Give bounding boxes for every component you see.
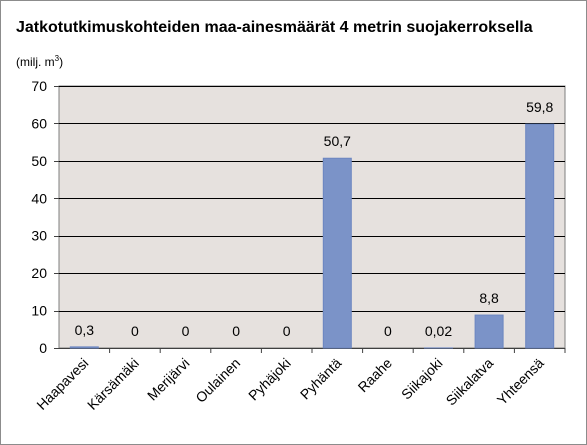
y-tick-label: 10 (31, 303, 47, 319)
y-axis-ticks: 0 10 20 30 40 50 60 70 (31, 78, 59, 356)
y-tick-label: 70 (31, 78, 47, 94)
data-label: 0 (182, 323, 190, 339)
data-label: 0 (283, 323, 291, 339)
data-labels: 0,3 0 0 0 0 50,7 0 0,02 8,8 59,8 (75, 99, 554, 339)
plot-area (58, 85, 566, 349)
chart-title: Jatkotutkimuskohteiden maa-ainesmäärät 4… (16, 19, 533, 36)
y-tick-label: 30 (31, 228, 47, 244)
data-label: 50,7 (324, 133, 351, 149)
bar (69, 346, 99, 349)
bars (69, 123, 555, 349)
data-label: 0,3 (75, 322, 95, 338)
y-axis-label-superscript: 3 (55, 54, 60, 63)
data-label: 0,02 (425, 323, 452, 339)
bar (322, 157, 352, 349)
y-tick-label: 50 (31, 153, 47, 169)
y-tick-label: 40 (31, 190, 47, 206)
y-axis-label-end: ) (59, 55, 63, 69)
data-label: 0 (384, 323, 392, 339)
gridlines (59, 86, 565, 349)
bar (525, 123, 555, 349)
y-axis-label: (milj. m3) (16, 54, 63, 69)
data-label: 59,8 (526, 99, 553, 115)
data-label: 8,8 (479, 290, 499, 306)
data-label: 0 (131, 323, 139, 339)
y-axis-label-main: (milj. m (16, 55, 55, 69)
y-tick-label: 60 (31, 115, 47, 131)
bar (474, 314, 504, 349)
y-tick-label: 0 (39, 340, 47, 356)
y-tick-label: 20 (31, 265, 47, 281)
data-label: 0 (232, 323, 240, 339)
